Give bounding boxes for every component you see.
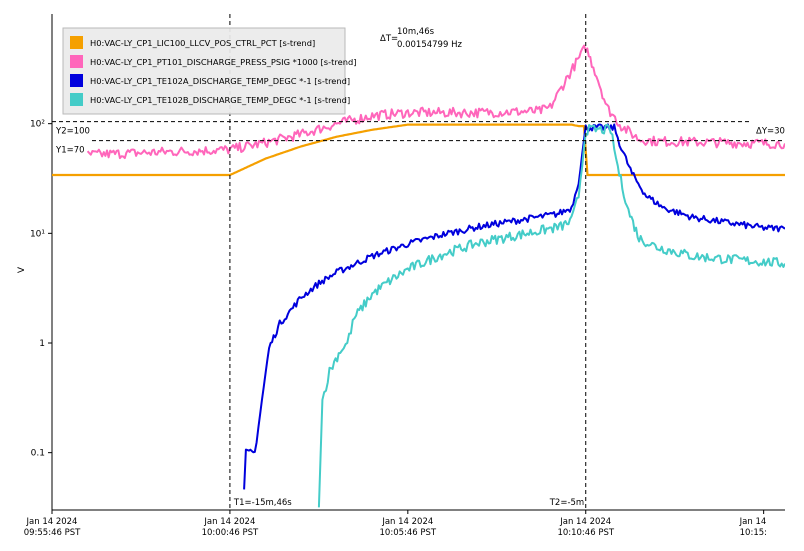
x-tick-label-time: 10:10:46 PST — [557, 528, 614, 538]
y-tick-label: 1 — [39, 339, 45, 349]
delta-t-value: 10m,46s — [397, 27, 435, 37]
legend-swatch — [70, 93, 83, 106]
legend: H0:VAC-LY_CP1_LIC100_LLCV_POS_CTRL_PCT [… — [62, 27, 356, 115]
delta-t-label: ΔT= — [380, 34, 398, 44]
series-line-1 — [52, 123, 785, 177]
x-tick-label: Jan 14 2024 — [203, 517, 255, 527]
legend-entry-label: H0:VAC-LY_CP1_TE102A_DISCHARGE_TEMP_DEGC… — [90, 76, 350, 86]
y-axis-label: V — [17, 266, 27, 273]
t1-label: T1=-15m,46s — [233, 498, 292, 508]
legend-swatch — [70, 55, 83, 68]
x-tick-label: Jan 14 2024 — [381, 517, 433, 527]
series-line-4 — [317, 124, 785, 508]
x-tick-label: Jan 14 2024 — [26, 517, 78, 527]
y1-label: Y1=70 — [55, 146, 85, 156]
x-tick-label-time: 10:00:46 PST — [202, 528, 259, 538]
legend-entry-label: H0:VAC-LY_CP1_LIC100_LLCV_POS_CTRL_PCT [… — [90, 38, 315, 48]
cursor-overlay: Y2=100 Y1=70 ΔY=30 T1=-15m,46s T2=-5m ΔT=10m,… — [52, 14, 785, 510]
series-line-3 — [243, 123, 785, 490]
y2-label: Y2=100 — [55, 127, 90, 137]
t2-label: T2=-5m — [549, 498, 584, 508]
legend-entry-label: H0:VAC-LY_CP1_PT101_DISCHARGE_PRESS_PSIG… — [90, 57, 356, 67]
series-line-2 — [86, 44, 785, 160]
legend-swatch — [70, 36, 83, 49]
x-tick-label-time: 09:55:46 PST — [24, 528, 81, 538]
x-tick-label: Jan 14 2024 — [559, 517, 611, 527]
x-tick-label-time: 10:15: — [740, 528, 767, 538]
y-tick-label: 0.1 — [31, 449, 45, 459]
x-tick-label: Jan 14 — [739, 517, 767, 527]
delta-t-frequency: 0.00154799 Hz — [397, 40, 462, 50]
series-lines — [52, 44, 785, 508]
x-tick-label-time: 10:05:46 PST — [380, 528, 437, 538]
legend-swatch — [70, 74, 83, 87]
delta-y-label: ΔY=30 — [756, 127, 785, 137]
y-tick-label: 10² — [30, 120, 45, 130]
y-tick-label: 10¹ — [30, 229, 45, 239]
legend-entry-label: H0:VAC-LY_CP1_TE102B_DISCHARGE_TEMP_DEGC… — [90, 95, 350, 105]
legend-box — [62, 27, 346, 115]
